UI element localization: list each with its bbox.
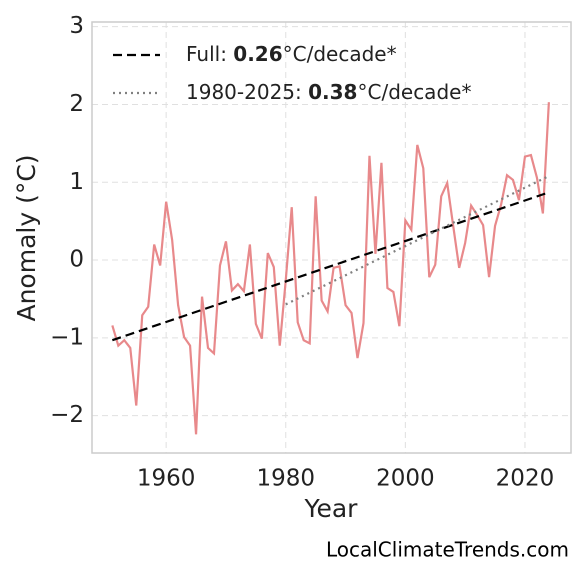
legend-unit: °C/decade* [283,42,397,66]
legend-label: Full: 0.26°C/decade* [186,42,397,66]
legend-unit: °C/decade* [357,80,471,104]
y-tick-label: 1 [69,169,84,195]
x-tick-label: 2000 [376,466,435,492]
legend-rate: 0.26 [233,42,282,66]
trend-line [111,191,550,342]
y-tick-label: 0 [69,247,84,273]
y-tick-label: −2 [50,402,84,428]
trend-line [285,175,550,306]
watermark: LocalClimateTrends.com [326,538,569,562]
y-tick-label: 2 [69,91,84,117]
plot-frame [91,21,572,454]
x-tick-label: 1980 [256,466,315,492]
y-tick-label: −1 [50,324,84,350]
legend-rate: 0.38 [308,80,357,104]
y-tick-label: 3 [69,13,84,39]
legend-name: 1980-2025: [186,80,302,104]
data-line [111,102,550,435]
y-axis-label: Anomaly (°C) [12,154,41,321]
legend-name: Full: [186,42,227,66]
x-axis-label: Year [304,494,359,523]
x-tick-label: 1960 [137,466,196,492]
legend-label: 1980-2025: 0.38°C/decade* [186,80,471,104]
x-tick-label: 2020 [496,466,555,492]
